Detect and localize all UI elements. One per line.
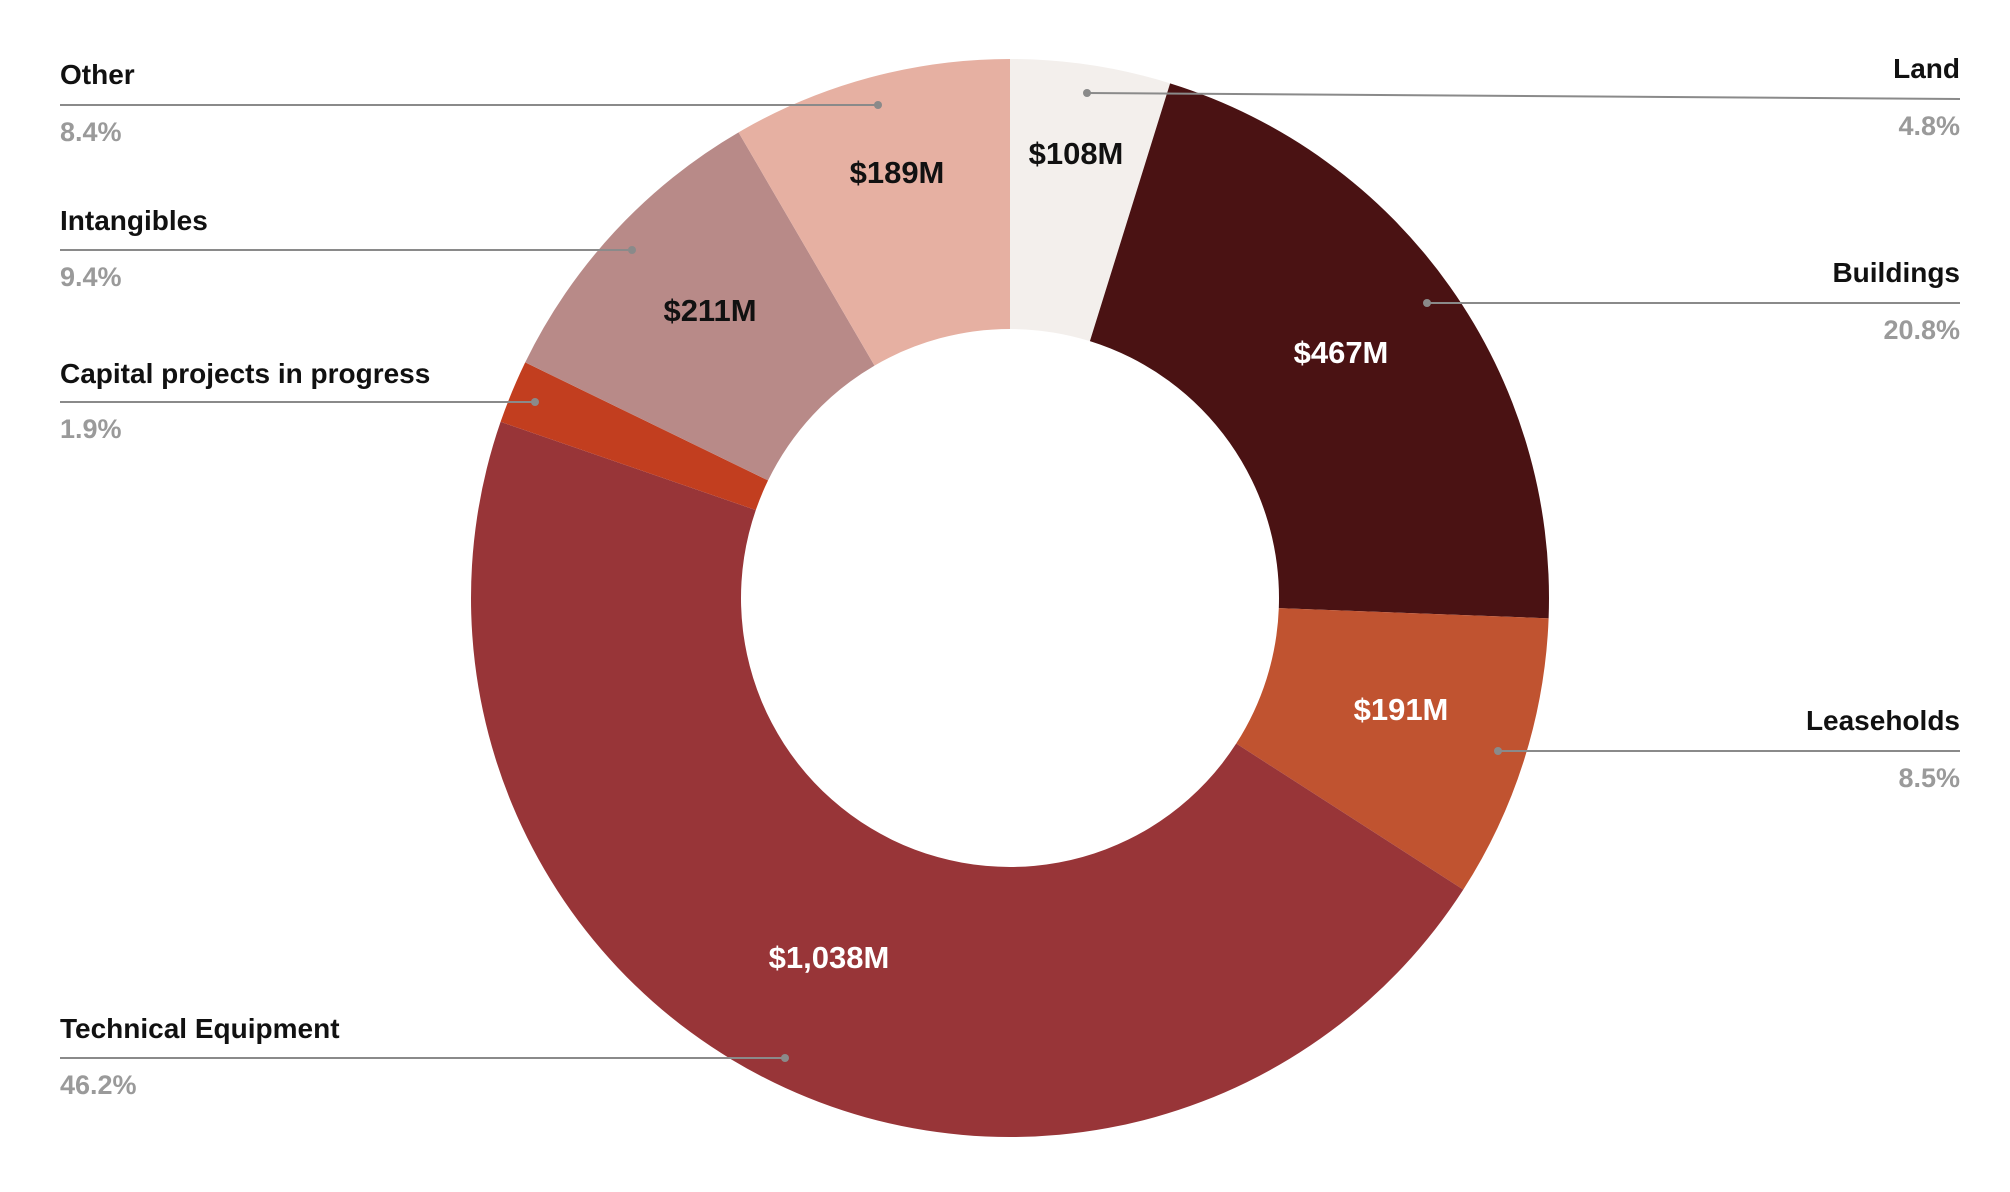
value-label-land: $108M [1029, 136, 1124, 171]
callout-labels: Land 4.8% Buildings 20.8% Leaseholds 8.5% Tech… [60, 53, 1961, 1100]
percent-label-buildings: 20.8% [1883, 315, 1960, 345]
leader-dot-technical-equipment [781, 1054, 789, 1062]
percent-label-other: 8.4% [60, 117, 122, 147]
value-label-leaseholds: $191M [1354, 692, 1449, 727]
percent-label-leaseholds: 8.5% [1898, 763, 1960, 793]
value-label-intangibles: $211M [663, 293, 756, 328]
percent-label-land: 4.8% [1898, 111, 1960, 141]
value-label-buildings: $467M [1294, 335, 1389, 370]
category-label-other: Other [60, 59, 135, 90]
slice-land [1010, 59, 1171, 342]
leader-dot-other [874, 101, 882, 109]
slices [470, 59, 1549, 1138]
value-label-technical-equipment: $1,038M [769, 940, 890, 975]
slice-capital-projects-in-progress [500, 362, 769, 511]
leader-dot-leaseholds [1494, 747, 1502, 755]
slice-intangibles [525, 132, 875, 481]
leader-line-land [1086, 92, 1961, 100]
percent-label-intangibles: 9.4% [60, 262, 122, 292]
category-label-land: Land [1893, 53, 1960, 84]
slice-buildings [1089, 83, 1549, 619]
slice-other [738, 59, 1010, 366]
category-label-capital-projects-in-progress: Capital projects in progress [60, 358, 430, 389]
value-label-other: $189M [850, 155, 945, 190]
leader-dot-land [1083, 89, 1091, 97]
slice-leaseholds [1236, 608, 1549, 890]
value-labels: $108M $467M $191M $1,038M $211M $189M [663, 136, 1448, 975]
category-label-buildings: Buildings [1832, 257, 1960, 288]
category-label-technical-equipment: Technical Equipment [60, 1013, 340, 1044]
percent-label-technical-equipment: 46.2% [60, 1070, 137, 1100]
category-label-leaseholds: Leaseholds [1806, 705, 1960, 736]
slice-technical-equipment [470, 421, 1464, 1138]
leader-dot-capital-projects-in-progress [531, 398, 539, 406]
leader-dot-buildings [1423, 299, 1431, 307]
percent-label-capital-projects-in-progress: 1.9% [60, 414, 122, 444]
leader-dot-intangibles [628, 246, 636, 254]
category-label-intangibles: Intangibles [60, 205, 208, 236]
